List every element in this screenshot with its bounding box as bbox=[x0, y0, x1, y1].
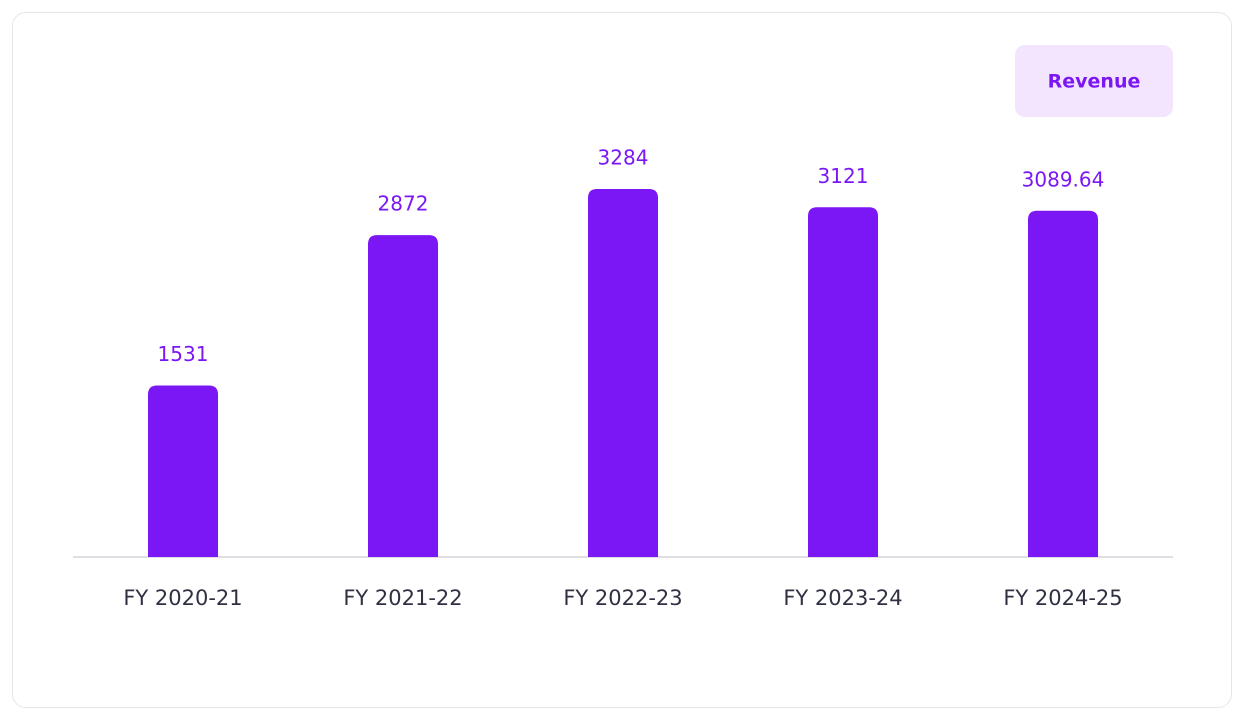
x-tick-label: FY 2021-22 bbox=[343, 586, 462, 610]
value-label: 3121 bbox=[818, 164, 869, 188]
bar bbox=[808, 207, 878, 557]
legend-label[interactable]: Revenue bbox=[1048, 71, 1141, 93]
value-label: 3284 bbox=[598, 146, 649, 170]
x-tick-label: FY 2022-23 bbox=[563, 586, 682, 610]
bar bbox=[148, 385, 218, 557]
bar bbox=[588, 189, 658, 557]
x-tick-label: FY 2023-24 bbox=[783, 586, 902, 610]
value-label: 2872 bbox=[378, 192, 429, 216]
x-tick-label: FY 2020-21 bbox=[123, 586, 242, 610]
bar bbox=[1028, 210, 1098, 558]
legend-box[interactable] bbox=[1015, 45, 1173, 117]
value-label: 1531 bbox=[158, 342, 209, 366]
bar bbox=[368, 235, 438, 557]
x-tick-label: FY 2024-25 bbox=[1003, 586, 1122, 610]
value-label: 3089.64 bbox=[1022, 167, 1105, 191]
